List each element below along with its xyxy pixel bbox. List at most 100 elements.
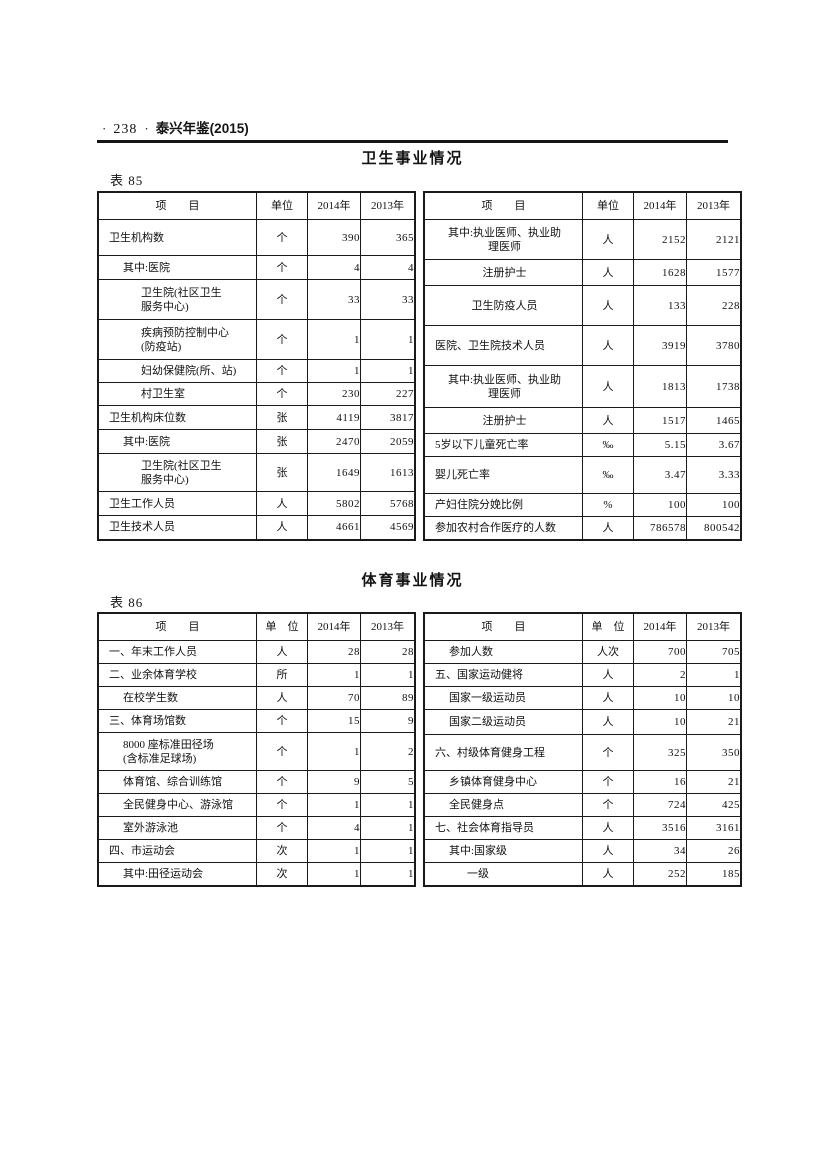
item-cell: 其中:国家级 [423,839,583,863]
column-header-unit: 单位 [256,191,308,220]
item-cell: 婴儿死亡率 [423,456,583,494]
table-row: 婴儿死亡率 ‰ 3.47 3.33 [423,456,742,494]
page-number-dot-right: · [144,121,149,136]
column-header-item: 项 目 [97,612,257,641]
value-2013-cell: 1 [686,663,742,687]
unit-cell: 人 [582,709,634,735]
value-2014-cell: 1 [307,732,361,771]
unit-cell: 个 [256,709,308,733]
unit-cell: 人 [582,259,634,286]
value-2014-cell: 390 [307,219,361,256]
table-header-row: 项 目单位 2014年 2013年 [97,191,416,220]
sports-table-label: 表 86 [110,595,144,610]
value-2013-cell: 9 [360,709,416,733]
table-row: 参加人数 人次 700 705 [423,640,742,664]
item-cell: 其中:医院 [97,429,257,454]
unit-cell: 次 [256,839,308,863]
value-2014-cell: 10 [633,709,687,735]
value-2014-cell: 1 [307,319,361,360]
unit-cell: 张 [256,405,308,430]
table-row: 注册护士人 1628 1577 [423,259,742,286]
table-row: 六、村级体育健身工程个 325 350 [423,734,742,771]
value-2014-cell: 16 [633,770,687,794]
unit-cell: 个 [256,732,308,771]
item-cell: 国家一级运动员 [423,686,583,710]
unit-cell: 人 [582,516,634,540]
item-cell: 五、国家运动健将 [423,663,583,687]
value-2013-cell: 1613 [360,453,416,492]
health-table-label: 表 85 [110,173,144,188]
column-header-item: 项 目 [423,612,583,641]
item-cell: 七、社会体育指导员 [423,816,583,840]
value-2013-cell: 5768 [360,491,416,516]
unit-cell: ‰ [582,456,634,494]
value-2013-cell: 350 [686,734,742,771]
table-row: 其中:执业医师、执业助 理医师人 1813 1738 [423,365,742,408]
item-cell: 国家二级运动员 [423,709,583,735]
value-2013-cell: 1577 [686,259,742,286]
item-cell: 注册护士 [423,407,583,434]
table-row: 卫生技术人员人 4661 4569 [97,515,416,540]
unit-cell: 人 [582,285,634,326]
value-2014-cell: 3.47 [633,456,687,494]
unit-cell: 张 [256,429,308,454]
value-2013-cell: 10 [686,686,742,710]
value-2013-cell: 1 [360,862,416,886]
value-2013-cell: 185 [686,862,742,886]
unit-cell: 个 [256,382,308,406]
value-2013-cell: 705 [686,640,742,664]
item-cell: 其中:执业医师、执业助 理医师 [423,365,583,408]
unit-cell: 个 [256,359,308,383]
value-2013-cell: 26 [686,839,742,863]
value-2013-cell: 3161 [686,816,742,840]
value-2013-cell: 3.33 [686,456,742,494]
table-row: 全民健身点个 724 425 [423,793,742,817]
value-2014-cell: 786578 [633,516,687,540]
table-row: 疾病预防控制中心 (防疫站) 个 1 1 [97,319,416,360]
column-header-item: 项 目 [97,191,257,220]
header-rule [97,140,728,143]
value-2014-cell: 34 [633,839,687,863]
value-2014-cell: 1649 [307,453,361,492]
table-row: 七、社会体育指导员人 3516 3161 [423,816,742,840]
unit-cell: ‰ [582,433,634,457]
unit-cell: 个 [256,770,308,794]
sports-table-right: 项 目单 位 2014年 2013年 参加人数 人次 700 705 五、国家运动健将人 2 1 国… [423,612,742,887]
item-cell: 8000 座标准田径场 (含标准足球场) [97,732,257,771]
unit-cell: 人 [582,663,634,687]
unit-cell: 人 [582,325,634,366]
value-2013-cell: 1738 [686,365,742,408]
table-row: 室外游泳池个 4 1 [97,816,416,840]
value-2013-cell: 1 [360,793,416,817]
table-row: 全民健身中心、游泳馆个 1 1 [97,793,416,817]
unit-cell: 个 [256,319,308,360]
table-row: 二、业余体育学校所 1 1 [97,663,416,687]
table-row: 卫生院(社区卫生 服务中心) 张 1649 1613 [97,453,416,492]
value-2014-cell: 700 [633,640,687,664]
value-2013-cell: 33 [360,279,416,320]
table-row: 卫生机构床位数张 4119 3817 [97,405,416,430]
column-header-2014: 2014年 [307,612,361,641]
unit-cell: 人 [582,862,634,886]
value-2013-cell: 3.67 [686,433,742,457]
value-2014-cell: 1 [307,663,361,687]
unit-cell: 人 [256,515,308,540]
value-2014-cell: 133 [633,285,687,326]
table-row: 五、国家运动健将人 2 1 [423,663,742,687]
item-cell: 全民健身点 [423,793,583,817]
item-cell: 注册护士 [423,259,583,286]
value-2014-cell: 9 [307,770,361,794]
value-2013-cell: 365 [360,219,416,256]
value-2014-cell: 1 [307,839,361,863]
item-cell: 卫生机构数 [97,219,257,256]
table-row: 8000 座标准田径场 (含标准足球场) 个 1 2 [97,732,416,771]
value-2014-cell: 1 [307,359,361,383]
book-title: 泰兴年鉴(2015) [155,121,249,136]
health-table-right: 项 目单位 2014年 2013年 其中:执业医师、执业助 理医师人 2152 2121 注… [423,191,742,541]
unit-cell: 次 [256,862,308,886]
unit-cell: 人 [582,686,634,710]
value-2013-cell: 21 [686,709,742,735]
item-cell: 卫生院(社区卫生 服务中心) [97,453,257,492]
item-cell: 一、年末工作人员 [97,640,257,664]
value-2014-cell: 28 [307,640,361,664]
